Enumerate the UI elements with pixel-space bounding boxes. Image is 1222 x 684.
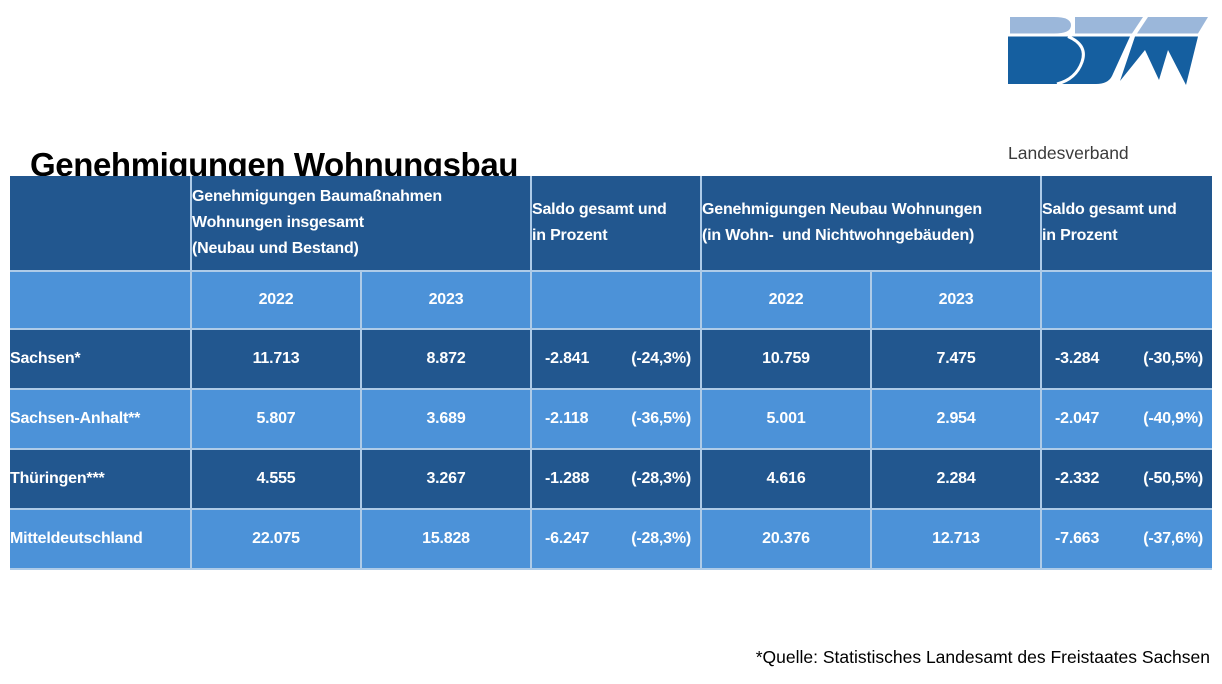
total-2022-value: 11.713	[192, 330, 362, 390]
total-2023-value: 8.872	[362, 330, 533, 390]
saldo-total-pct: (-36,5%)	[631, 410, 692, 427]
year-header-neubau-2022: 2022	[702, 272, 873, 330]
neubau-2022-value: 4.616	[702, 450, 873, 510]
neubau-2023-value: 12.713	[872, 510, 1043, 570]
saldo-neubau-abs: -2.332	[1055, 470, 1100, 487]
saldo-neubau-abs: -7.663	[1055, 530, 1100, 547]
group-header-total-line2: Wohnungen insgesamt	[192, 214, 364, 231]
year-header-total-2023: 2023	[362, 272, 533, 330]
saldo-neubau-pct: (-37,6%)	[1143, 530, 1204, 547]
empty-cell	[10, 272, 192, 330]
logo-caption-line-1: Landesverband	[1008, 143, 1129, 163]
total-2023-value: 3.267	[362, 450, 533, 510]
row-label: Sachsen*	[10, 330, 192, 390]
saldo-neubau-cell: -7.663 (-37,6%)	[1042, 510, 1213, 570]
saldo-neubau-abs: -3.284	[1055, 350, 1100, 367]
logo-w-top-shape	[1137, 17, 1208, 34]
neubau-2023-value: 2.954	[872, 390, 1043, 450]
group-header-neubau-line1: Genehmigungen Neubau Wohnungen	[702, 201, 982, 218]
year-header-row: 2022 2023 2022 2023	[10, 272, 1213, 330]
saldo-total-cell: -6.247 (-28,3%)	[532, 510, 703, 570]
saldo-total-abs: -1.288	[545, 470, 590, 487]
total-2022-value: 22.075	[192, 510, 362, 570]
total-2023-value: 3.689	[362, 390, 533, 450]
logo-b-bowl-slit	[1056, 35, 1085, 86]
saldo-neubau-pct: (-30,5%)	[1143, 350, 1204, 367]
group-header-saldo-neubau: Saldo gesamt und in Prozent	[1042, 176, 1213, 272]
saldo-neubau-abs: -2.047	[1055, 410, 1100, 427]
empty-cell	[1042, 272, 1213, 330]
total-2022-value: 5.807	[192, 390, 362, 450]
bfw-logo-icon	[1008, 17, 1208, 86]
neubau-2022-value: 5.001	[702, 390, 873, 450]
group-header-saldo-total: Saldo gesamt und in Prozent	[532, 176, 703, 272]
logo-b-top-shape	[1010, 17, 1071, 34]
total-2023-value: 15.828	[362, 510, 533, 570]
permits-table: Genehmigungen Baumaßnahmen Wohnungen ins…	[10, 176, 1213, 570]
row-label: Thüringen***	[10, 450, 192, 510]
table-row-mitteldeutschland: Mitteldeutschland 22.075 15.828 -6.247 (…	[10, 510, 1213, 570]
corner-cell	[10, 176, 192, 272]
group-header-total: Genehmigungen Baumaßnahmen Wohnungen ins…	[192, 176, 533, 272]
logo-f-top-shape	[1075, 17, 1143, 34]
saldo-total-pct: (-28,3%)	[631, 470, 692, 487]
saldo-neubau-pct: (-50,5%)	[1143, 470, 1204, 487]
neubau-2023-value: 2.284	[872, 450, 1043, 510]
group-header-saldo-neubau-line1: Saldo gesamt und	[1042, 201, 1177, 218]
table-row-thueringen: Thüringen*** 4.555 3.267 -1.288 (-28,3%)…	[10, 450, 1213, 510]
group-header-neubau: Genehmigungen Neubau Wohnungen (in Wohn-…	[702, 176, 1043, 272]
total-2022-value: 4.555	[192, 450, 362, 510]
row-label: Mitteldeutschland	[10, 510, 192, 570]
saldo-total-abs: -6.247	[545, 530, 590, 547]
source-footnotes: *Quelle: Statistisches Landesamt des Fre…	[756, 599, 1210, 684]
group-header-neubau-line2: (in Wohn- und Nichtwohngebäuden)	[702, 227, 975, 244]
saldo-total-abs: -2.118	[545, 410, 589, 427]
saldo-neubau-pct: (-40,9%)	[1143, 410, 1204, 427]
neubau-2023-value: 7.475	[872, 330, 1043, 390]
table-row-sachsen: Sachsen* 11.713 8.872 -2.841 (-24,3%) 10…	[10, 330, 1213, 390]
saldo-neubau-cell: -2.047 (-40,9%)	[1042, 390, 1213, 450]
table-row-sachsen-anhalt: Sachsen-Anhalt** 5.807 3.689 -2.118 (-36…	[10, 390, 1213, 450]
saldo-total-pct: (-24,3%)	[631, 350, 692, 367]
logo-bf-bottom-shape	[1008, 36, 1130, 84]
row-label: Sachsen-Anhalt**	[10, 390, 192, 450]
neubau-2022-value: 20.376	[702, 510, 873, 570]
saldo-total-cell: -2.118 (-36,5%)	[532, 390, 703, 450]
group-header-saldo-total-line1: Saldo gesamt und	[532, 201, 667, 218]
year-header-total-2022: 2022	[192, 272, 362, 330]
saldo-total-cell: -2.841 (-24,3%)	[532, 330, 703, 390]
saldo-neubau-cell: -3.284 (-30,5%)	[1042, 330, 1213, 390]
saldo-total-pct: (-28,3%)	[631, 530, 692, 547]
group-header-total-line1: Genehmigungen Baumaßnahmen	[192, 188, 442, 205]
saldo-neubau-cell: -2.332 (-50,5%)	[1042, 450, 1213, 510]
footnote-sachsen: *Quelle: Statistisches Landesamt des Fre…	[755, 647, 1210, 667]
empty-cell	[532, 272, 703, 330]
saldo-total-abs: -2.841	[545, 350, 590, 367]
year-header-neubau-2023: 2023	[872, 272, 1043, 330]
saldo-total-cell: -1.288 (-28,3%)	[532, 450, 703, 510]
neubau-2022-value: 10.759	[702, 330, 873, 390]
group-header-total-line3: (Neubau und Bestand)	[192, 240, 359, 257]
group-header-saldo-neubau-line2: in Prozent	[1042, 227, 1118, 244]
logo-w-bottom-shape	[1120, 36, 1198, 85]
group-header-saldo-total-line2: in Prozent	[532, 227, 608, 244]
group-header-row: Genehmigungen Baumaßnahmen Wohnungen ins…	[10, 176, 1213, 272]
